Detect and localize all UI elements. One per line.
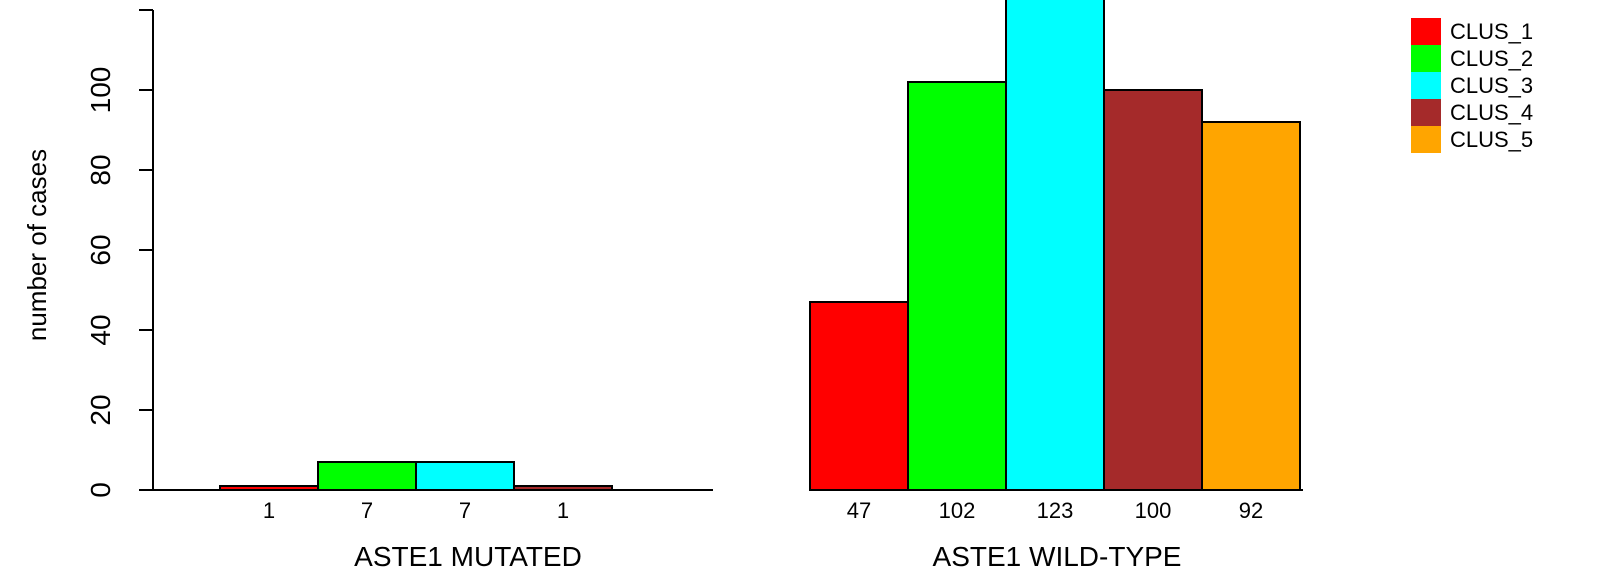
- bar-value-label: 7: [459, 498, 471, 523]
- legend-label: CLUS_2: [1450, 46, 1533, 71]
- bar-clus-1: [219, 485, 319, 491]
- legend-swatch: [1411, 18, 1441, 45]
- bar-value-label: 92: [1239, 498, 1263, 523]
- y-tick-label: 20: [85, 394, 116, 425]
- bars: [153, 0, 1303, 491]
- bar-clus-3: [415, 461, 515, 491]
- y-tick-label: 40: [85, 314, 116, 345]
- legend-label: CLUS_1: [1450, 19, 1533, 44]
- bar-clus-3: [1005, 0, 1105, 491]
- bar-value-label: 100: [1135, 498, 1172, 523]
- legend-label: CLUS_5: [1450, 127, 1533, 152]
- group-label: ASTE1 WILD-TYPE: [933, 541, 1182, 572]
- bar-value-label: 102: [939, 498, 976, 523]
- legend-label: CLUS_4: [1450, 100, 1533, 125]
- bar-value-label: 1: [263, 498, 275, 523]
- legend-swatch: [1411, 99, 1441, 126]
- bar-value-label: 7: [361, 498, 373, 523]
- legend-swatch: [1411, 72, 1441, 99]
- legend-label: CLUS_3: [1450, 73, 1533, 98]
- bar-clus-1: [809, 301, 909, 491]
- group-label: ASTE1 MUTATED: [354, 541, 582, 572]
- bar-clus-5: [1201, 121, 1301, 491]
- y-tick-label: 100: [85, 67, 116, 114]
- legend-swatch: [1411, 126, 1441, 153]
- y-tick-label: 80: [85, 154, 116, 185]
- bar-value-label: 123: [1037, 498, 1074, 523]
- y-axis-title: number of cases: [22, 149, 52, 341]
- bar-value-label: 1: [557, 498, 569, 523]
- y-tick-label: 0: [85, 482, 116, 498]
- bar-value-label: 47: [847, 498, 871, 523]
- y-tick-label: 60: [85, 234, 116, 265]
- bar-clus-2: [907, 81, 1007, 491]
- y-axis: 0 20 40 60 80 100: [85, 9, 154, 498]
- bar-labels: 1 7 7 1 ASTE1 MUTATED 47 102 123 100 92 ASTE1 WILD…: [263, 498, 1263, 572]
- legend-swatch: [1411, 45, 1441, 72]
- bar-clus-4: [513, 485, 613, 491]
- bar-clus-2: [317, 461, 417, 491]
- bar-clus-4: [1103, 89, 1203, 491]
